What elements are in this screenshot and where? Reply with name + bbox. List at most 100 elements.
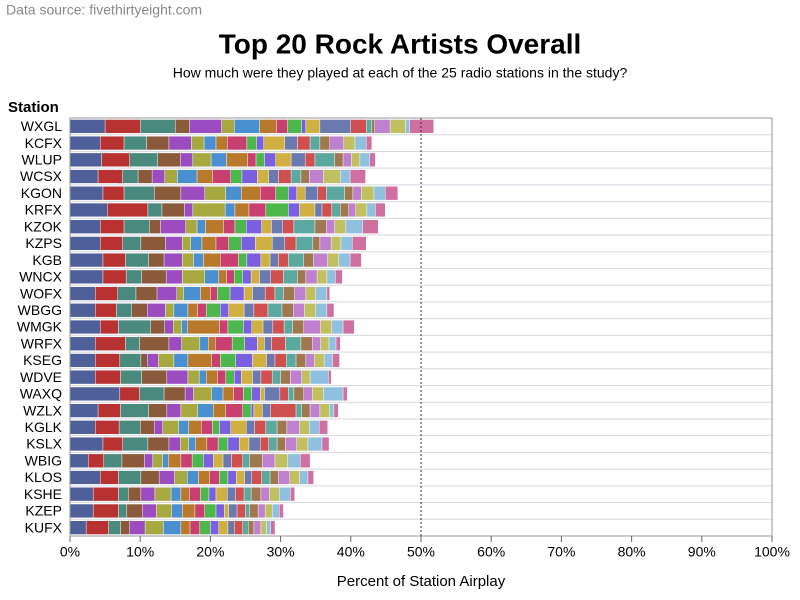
bar-segment (228, 236, 242, 251)
bar-segment (199, 520, 211, 535)
bar-segment (241, 169, 258, 184)
bar-segment (342, 319, 355, 335)
bar-segment (175, 119, 190, 134)
bar-segment (205, 370, 218, 385)
bar-segment (170, 487, 182, 502)
bar-segment (95, 336, 126, 351)
bar-segment (311, 386, 324, 401)
bar-segment (296, 186, 306, 201)
bar-segment (69, 470, 101, 485)
bar-segment (305, 119, 321, 134)
bar-segment (331, 202, 341, 218)
bar-segment (168, 453, 182, 468)
bar-segment (314, 353, 325, 368)
bar-segment (194, 503, 205, 518)
bar-segment (125, 253, 149, 268)
bar-segment (149, 219, 161, 234)
bar-segment (366, 202, 376, 218)
bar-segment (189, 487, 201, 502)
bar-segment (245, 503, 250, 518)
bar-segment (69, 319, 101, 335)
bar-segment (162, 420, 180, 435)
bar-segment (225, 403, 243, 418)
bar-segment (104, 119, 141, 134)
bar-segment (164, 169, 178, 184)
bar-segment (304, 303, 316, 318)
bar-segment (335, 336, 341, 351)
bar-segment (140, 353, 148, 368)
bar-segment (328, 336, 337, 351)
bar-segment (215, 236, 229, 251)
bar-segment (107, 202, 149, 218)
bar-segment (280, 370, 291, 385)
bar-segment (261, 219, 272, 234)
x-tick-label: 100% (754, 544, 790, 560)
bar-segment (141, 370, 168, 385)
bar-segment (354, 136, 367, 151)
bar-segment (355, 202, 368, 218)
bar-segment (314, 152, 335, 167)
bar-segment (69, 353, 96, 368)
bar-segment (289, 470, 300, 485)
bar-segment (287, 119, 302, 134)
bar-segment (305, 353, 315, 368)
bar-segment (230, 420, 247, 435)
bar-segment (295, 353, 307, 368)
bar-segment (139, 119, 176, 134)
bar-segment (321, 202, 333, 218)
bar-segment (303, 319, 321, 335)
bar-segment (69, 136, 101, 151)
bar-segment (309, 403, 321, 418)
y-tick-label: WAXQ (20, 386, 62, 402)
bar-segment (173, 353, 189, 368)
bar-segment (193, 386, 213, 401)
bar-segment (69, 219, 101, 234)
bar-segment (188, 420, 202, 435)
bar-segment (190, 236, 203, 251)
bar-segment (196, 169, 213, 184)
bar-segment (69, 453, 89, 468)
bar-segment (405, 119, 410, 134)
bar-segment (264, 336, 272, 351)
bar-segment (238, 436, 250, 452)
bar-segment (326, 269, 336, 284)
bar-segment (69, 420, 96, 435)
bar-segment (293, 303, 305, 318)
bar-segment (234, 520, 243, 535)
bar-segment (311, 336, 321, 351)
bar-segment (221, 119, 235, 134)
bar-segment (199, 336, 209, 351)
bar-segment (180, 453, 193, 468)
bar-segment (253, 303, 269, 318)
bar-segment (375, 202, 386, 218)
y-tick-label: KSLX (26, 436, 62, 452)
bar-segment (264, 286, 276, 301)
bar-segment (180, 186, 205, 201)
bar-segment (344, 186, 354, 201)
bar-segment (250, 403, 255, 418)
bar-segment (117, 286, 137, 301)
bar-segment (183, 286, 201, 301)
bar-segment (351, 152, 361, 167)
bar-segment (305, 269, 318, 284)
bar-segment (262, 403, 271, 418)
bar-segment (320, 336, 330, 351)
bar-segment (241, 186, 261, 201)
bar-segment (268, 436, 278, 452)
bar-segment (260, 436, 269, 452)
bar-segment (69, 336, 96, 351)
bar-segment (334, 152, 344, 167)
bar-segment (329, 136, 344, 151)
bar-segment (184, 386, 194, 401)
bar-segment (332, 353, 340, 368)
bar-segment (409, 119, 434, 134)
bar-segment (271, 336, 286, 351)
bar-segment (304, 186, 319, 201)
bar-segment (102, 269, 127, 284)
bar-segment (283, 286, 295, 301)
bar-segment (292, 319, 304, 335)
bar-segment (238, 253, 248, 268)
x-tick-label: 60% (477, 544, 505, 560)
bar-segment (126, 503, 143, 518)
bar-segment (278, 470, 290, 485)
